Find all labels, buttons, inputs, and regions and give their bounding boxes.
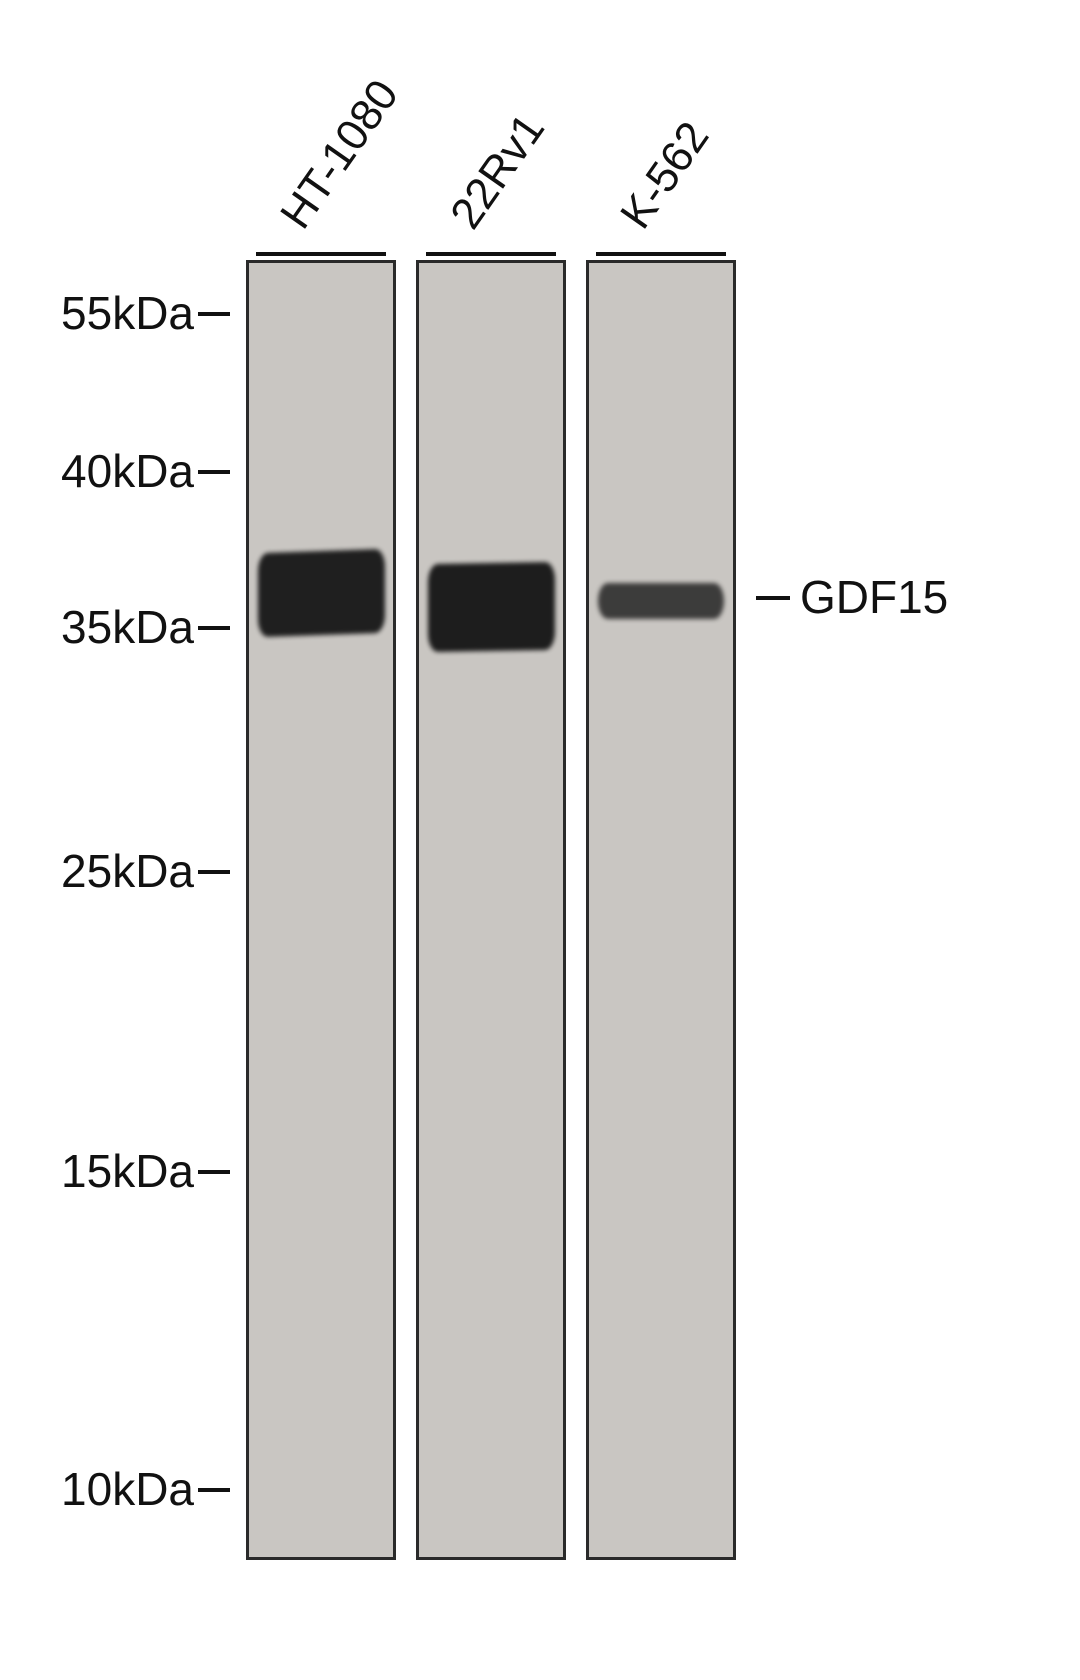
lane-0 <box>246 260 396 1560</box>
target-label: GDF15 <box>800 570 948 624</box>
lane-label-2: K-562 <box>611 113 719 238</box>
target-tick <box>756 596 790 600</box>
lane-underline-1 <box>426 252 556 256</box>
marker-tick-10 <box>198 1488 230 1492</box>
marker-tick-55 <box>198 312 230 316</box>
western-blot-figure: HT-1080 22Rv1 K-562 55kDa 40kDa 35kDa 25… <box>0 0 1080 1680</box>
marker-tick-25 <box>198 870 230 874</box>
marker-tick-40 <box>198 470 230 474</box>
band-lane1 <box>428 562 555 652</box>
marker-label-35: 35kDa <box>14 600 194 654</box>
lane-1 <box>416 260 566 1560</box>
marker-label-40: 40kDa <box>14 444 194 498</box>
lane-underline-0 <box>256 252 386 256</box>
lane-label-1: 22Rv1 <box>441 105 555 238</box>
marker-label-15: 15kDa <box>14 1144 194 1198</box>
lane-2 <box>586 260 736 1560</box>
marker-label-10: 10kDa <box>14 1462 194 1516</box>
marker-label-25: 25kDa <box>14 844 194 898</box>
lane-underline-2 <box>596 252 726 256</box>
band-lane2 <box>598 583 725 619</box>
marker-tick-15 <box>198 1170 230 1174</box>
marker-tick-35 <box>198 626 230 630</box>
marker-label-55: 55kDa <box>14 286 194 340</box>
lane-label-0: HT-1080 <box>271 71 409 238</box>
band-lane0 <box>258 549 385 637</box>
